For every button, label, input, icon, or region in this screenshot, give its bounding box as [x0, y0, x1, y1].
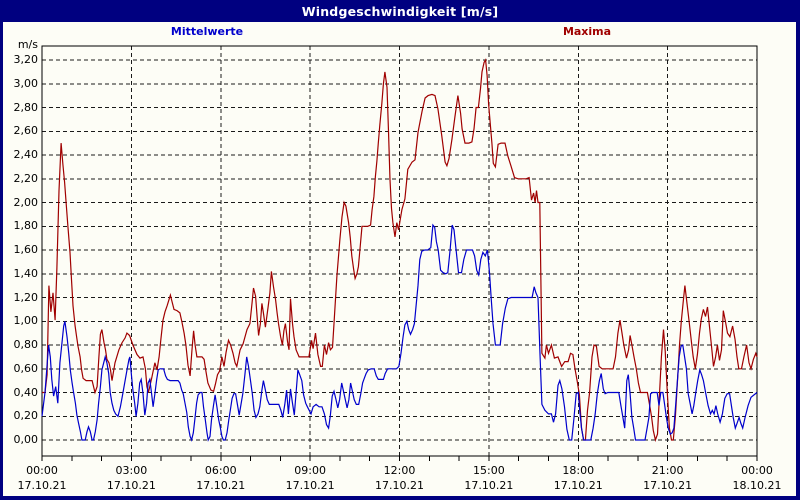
y-tick-label: 2,00 [13, 195, 39, 209]
y-tick-label: 2,40 [13, 148, 39, 161]
title-bar: Windgeschwindigkeit [m/s] [0, 0, 800, 22]
x-tick-date-label: 17.10.21 [106, 479, 156, 492]
plot-frame [41, 45, 758, 457]
chart-title: Windgeschwindigkeit [m/s] [301, 4, 499, 19]
legend-mittelwerte: Mittelwerte [170, 25, 244, 38]
x-tick-date-label: 17.10.21 [464, 479, 514, 492]
x-tick-time-label: 06:00 [204, 464, 237, 477]
y-tick-label: 0,20 [13, 409, 39, 423]
y-tick-label: 1,80 [13, 219, 39, 233]
x-tick-date-label: 18.10.21 [732, 479, 782, 492]
y-tick-label: 1,00 [13, 314, 39, 328]
y-axis-unit-label: m/s [17, 38, 38, 51]
y-tick-label: 0,40 [13, 385, 39, 399]
y-tick-label: 2,80 [13, 100, 39, 114]
y-tick-label: 1,20 [13, 290, 39, 304]
y-tick-label: 0,80 [13, 338, 39, 351]
y-tick-label: 2,60 [13, 124, 39, 138]
y-tick-label: 0,60 [13, 361, 39, 375]
x-tick-time-label: 00:00 [26, 464, 58, 477]
x-tick-date-label: 17.10.21 [643, 479, 693, 492]
x-tick-time-label: 15:00 [473, 464, 505, 477]
x-tick-date-label: 17.10.21 [375, 479, 424, 492]
y-tick-label: 3,00 [13, 76, 39, 90]
y-tick-label: 1,60 [13, 243, 39, 256]
series-line-maxima [42, 58, 758, 443]
series-line-mittelwerte [41, 223, 758, 442]
x-tick-date-label: 17.10.21 [17, 479, 67, 492]
legend-maxima: Maxima [562, 25, 612, 38]
x-tick-time-label: 09:00 [294, 464, 326, 477]
x-tick-time-label: 12:00 [383, 464, 416, 477]
x-tick-date-label: 17.10.21 [285, 479, 335, 492]
x-tick-time-label: 03:00 [115, 464, 148, 477]
x-tick-time-label: 00:00 [741, 464, 773, 477]
y-tick-label: 1,40 [13, 266, 39, 280]
y-tick-label: 0,00 [13, 433, 39, 446]
x-tick-date-label: 17.10.21 [196, 479, 246, 492]
y-tick-label: 2,20 [13, 171, 39, 185]
x-tick-date-label: 17.10.21 [553, 479, 603, 492]
y-tick-label: 3,20 [13, 53, 39, 66]
x-tick-time-label: 21:00 [651, 464, 684, 477]
x-tick-time-label: 18:00 [562, 464, 595, 477]
